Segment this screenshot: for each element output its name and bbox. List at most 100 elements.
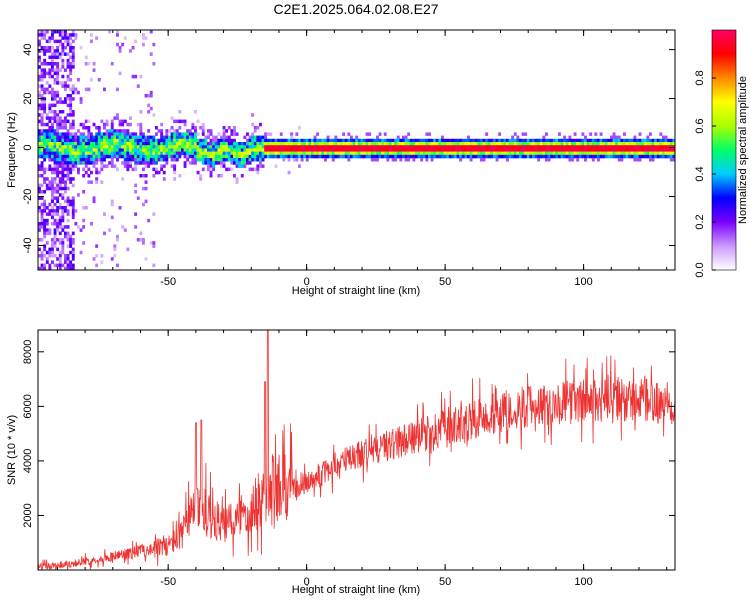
heatmap-cell [74,135,78,140]
heatmap-cell [90,135,93,140]
heatmap-cell [181,151,184,156]
heatmap-cell [412,142,416,146]
heatmap-cell [643,142,647,146]
heatmap-cell [422,145,426,149]
heatmap-cell [191,132,195,136]
heatmap-cell [233,142,236,146]
heatmap-cell [318,138,322,143]
heatmap-cell [542,142,546,146]
heatmap-cell [394,154,398,159]
heatmap-cell [168,154,171,159]
heatmap-cell [45,39,49,44]
heatmap-cell [365,142,369,146]
heatmap-cell [212,151,216,156]
heatmap-cell [157,142,161,146]
heatmap-cell [53,81,57,85]
heatmap-cell [134,161,138,165]
heatmap-cell [225,135,229,140]
heatmap-cell [69,55,73,60]
heatmap-cell [438,154,442,159]
heatmap-cell [58,241,62,245]
heatmap-cell [480,151,483,156]
heatmap-cell [246,151,249,156]
heatmap-cell [58,68,62,72]
heatmap-cell [56,225,60,229]
heatmap-cell [617,158,621,162]
heatmap-cell [646,138,650,143]
heatmap-cell [82,138,86,143]
heatmap-cell [420,138,424,143]
heatmap-cell [295,138,299,143]
heatmap-cell [326,151,330,156]
heatmap-cell [48,129,52,133]
heatmap-cell [123,36,127,40]
heatmap-cell [58,218,62,223]
heatmap-cell [391,158,395,162]
heatmap-cell [45,62,49,66]
heatmap-cell [40,212,44,216]
heatmap-cell [534,154,538,159]
heatmap-cell [126,145,130,149]
heatmap-cell [134,190,138,194]
heatmap-cell [162,154,166,159]
heatmap-cell [498,145,502,149]
heatmap-cell [103,164,106,168]
heatmap-cell [656,151,660,156]
heatmap-cell [324,154,327,159]
heatmap-cell [552,145,556,149]
heatmap-cell [305,148,309,152]
heatmap-cell [599,151,603,156]
heatmap-cell [238,158,242,162]
heatmap-cell [79,142,83,146]
heatmap-cell [643,145,647,149]
heatmap-cell [464,142,468,146]
heatmap-cell [66,142,70,146]
heatmap-cell [363,151,366,156]
heatmap-cell [152,42,156,47]
colorbar-tick-label: 0.2 [694,214,706,229]
heatmap-cell [222,151,226,156]
heatmap-cell [264,151,268,156]
heatmap-cell [623,145,626,149]
heatmap-cell [48,145,52,149]
heatmap-cell [66,154,70,159]
heatmap-cell [201,158,205,162]
heatmap-cell [58,148,62,152]
heatmap-cell [459,151,463,156]
heatmap-cell [58,52,62,56]
heatmap-cell [38,206,41,210]
heatmap-cell [165,129,169,133]
heatmap-cell [48,164,52,168]
heatmap-cell [110,257,114,261]
heatmap-cell [646,151,650,156]
heatmap-cell [152,62,156,66]
heatmap-cell [581,148,585,152]
heatmap-cell [110,129,114,133]
heatmap-cell [428,154,431,159]
heatmap-cell [222,161,226,165]
heatmap-cell [121,142,125,146]
heatmap-cell [217,151,221,156]
heatmap-cell [71,30,75,34]
heatmap-cell [103,148,106,152]
heatmap-cell [417,148,421,152]
heatmap-cell [212,167,216,172]
heatmap-cell [66,65,70,69]
heatmap-cell [256,167,260,172]
heatmap-cell [225,151,229,156]
heatmap-cell [204,148,208,152]
heatmap-cell [441,154,444,159]
heatmap-cell [344,138,348,143]
heatmap-cell [48,103,52,108]
heatmap-cell [58,231,62,236]
heatmap-cell [204,135,208,140]
heatmap-cell [537,158,541,162]
heatmap-cell [71,122,75,127]
heatmap-cell [350,142,353,146]
heatmap-cell [227,148,231,152]
heatmap-cell [337,142,340,146]
heatmap-cell [147,145,151,149]
heatmap-cell [253,129,257,133]
heatmap-cell [66,135,70,140]
heatmap-cell [61,135,65,140]
